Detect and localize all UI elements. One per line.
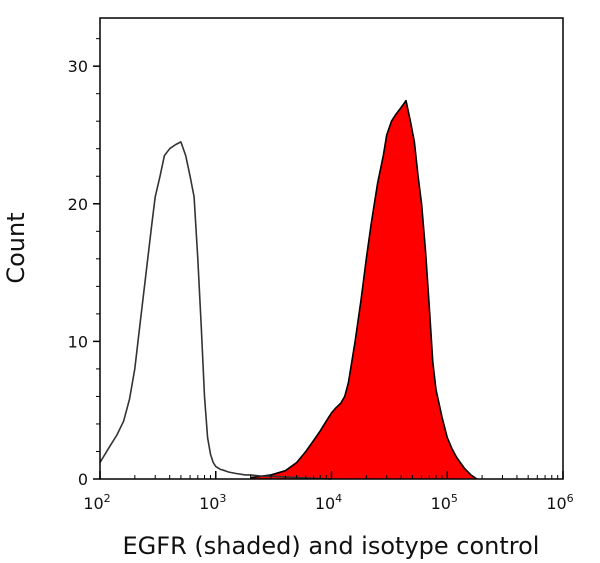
y-tick-label-2: 20 xyxy=(68,195,88,214)
y-tick-label-3: 30 xyxy=(68,57,88,76)
y-axis: 0 10 20 30 xyxy=(68,38,100,489)
x-tick-label-4: 106 xyxy=(546,492,573,513)
x-axis-label: EGFR (shaded) and isotype control xyxy=(123,532,540,560)
plot-frame xyxy=(99,17,564,480)
x-axis: 102 103 104 105 106 xyxy=(83,471,574,513)
y-tick-label-1: 10 xyxy=(68,332,88,351)
y-tick-label-0: 0 xyxy=(78,470,88,489)
series-layer xyxy=(99,99,478,480)
x-tick-label-2: 104 xyxy=(315,492,342,513)
plot-area xyxy=(99,17,564,480)
x-tick-label-0: 102 xyxy=(83,492,110,513)
series-0-line xyxy=(250,99,478,480)
series-1-line xyxy=(99,141,332,480)
y-axis-label: Count xyxy=(2,212,30,283)
x-tick-label-3: 105 xyxy=(431,492,458,513)
x-tick-label-1: 103 xyxy=(199,492,226,513)
